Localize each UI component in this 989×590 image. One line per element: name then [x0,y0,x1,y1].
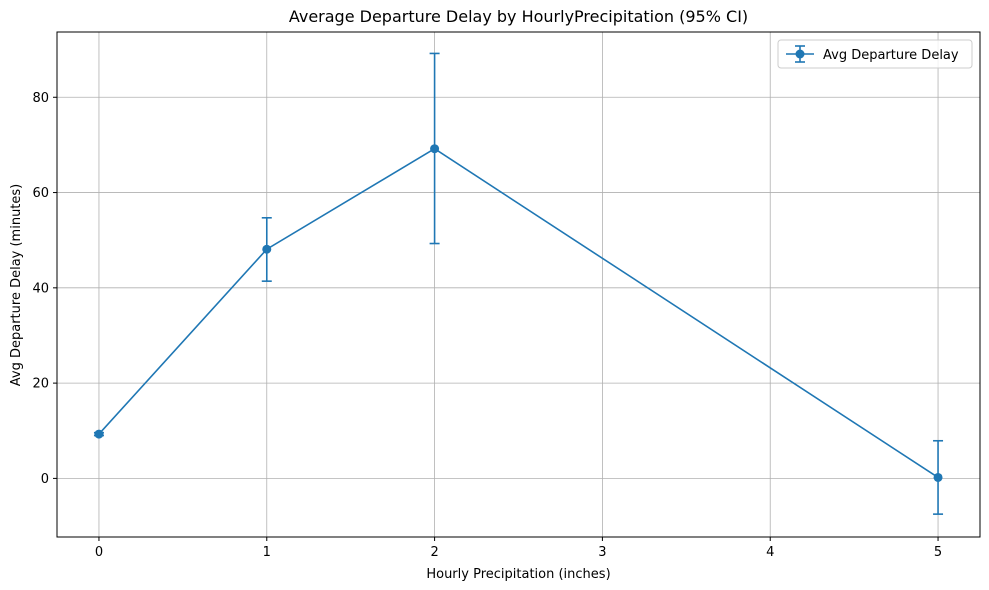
y-tick-label: 40 [32,281,49,296]
x-tick-label: 0 [95,545,103,560]
x-tick-label: 3 [598,545,606,560]
y-tick-label: 0 [41,472,49,487]
data-point [94,429,104,439]
x-tick-label: 2 [430,545,438,560]
data-point [262,244,272,254]
series-layer [93,52,944,515]
y-axis-label: Avg Departure Delay (minutes) [9,184,24,386]
legend-label: Avg Departure Delay [823,48,959,63]
legend: Avg Departure Delay [777,39,973,69]
legend-point [795,49,805,59]
chart-title: Average Departure Delay by HourlyPrecipi… [289,7,748,26]
legend-box [777,39,973,69]
data-point [933,472,943,482]
y-tick-label: 60 [32,186,49,201]
series-line [98,147,939,479]
y-axis-ticks: 0 20 40 60 80 [32,91,57,487]
x-tick-label: 4 [766,545,774,560]
x-axis-label: Hourly Precipitation (inches) [426,567,610,582]
plot-frame [56,31,981,538]
x-tick-label: 5 [934,545,942,560]
data-point [430,144,440,154]
x-axis-ticks: 0 1 2 3 4 5 [95,537,942,560]
legend-marker [786,45,814,63]
y-tick-label: 80 [32,91,49,106]
x-tick-label: 1 [263,545,271,560]
y-tick-label: 20 [32,377,49,392]
